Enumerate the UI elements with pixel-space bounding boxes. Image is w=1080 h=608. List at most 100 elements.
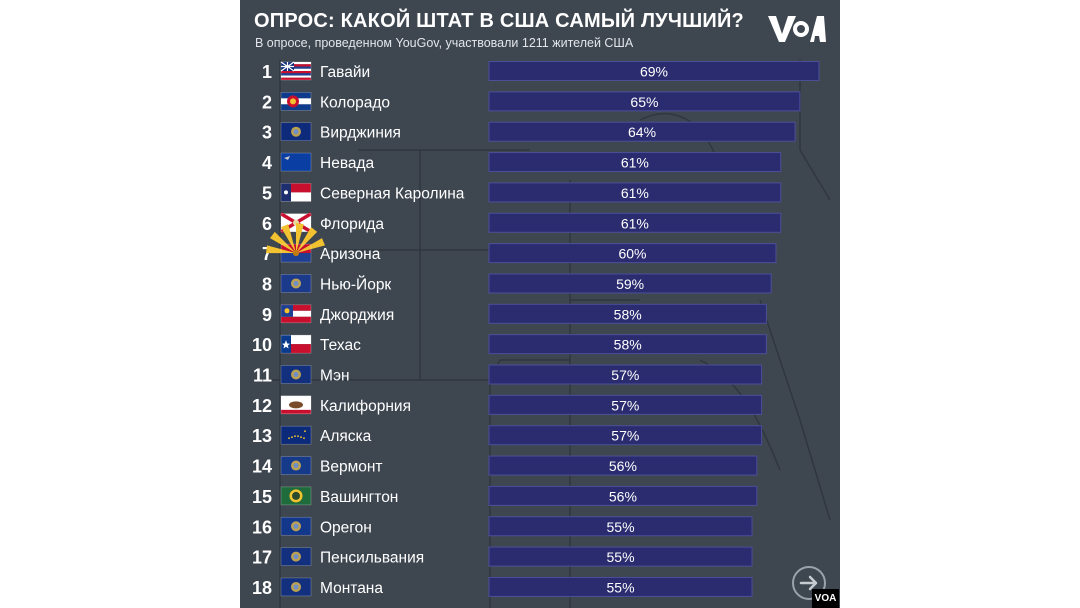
maine-flag <box>280 365 312 384</box>
bar <box>488 546 753 567</box>
chart-row: 15 Вашингтон 56% <box>252 485 758 507</box>
bar-value-label: 56% <box>609 488 637 504</box>
arrow-right-icon <box>799 575 818 591</box>
chart-row: 18 Монтана 55% <box>252 576 753 598</box>
bar <box>488 576 753 597</box>
bar <box>488 243 777 264</box>
chart-row: 11 Мэн 57% <box>253 364 763 386</box>
nevada-flag <box>280 152 312 172</box>
state-label: Колорадо <box>320 94 390 111</box>
bar <box>488 273 772 294</box>
bar <box>488 516 753 537</box>
bar <box>488 212 782 233</box>
state-label: Невада <box>320 155 375 172</box>
chart-row: 4 Невада 61% <box>262 152 782 173</box>
rank-number: 16 <box>252 517 272 537</box>
alaska-flag <box>280 425 312 445</box>
bar <box>488 121 796 142</box>
chart-row: 1 Гавайи 69% <box>262 61 820 82</box>
bar-value-label: 57% <box>611 397 639 413</box>
bar-value-label: 58% <box>614 337 642 353</box>
california-flag <box>280 395 312 415</box>
bar-value-label: 55% <box>607 579 635 595</box>
bar <box>488 455 758 476</box>
chart-row: 12 Калифорния 57% <box>252 394 763 416</box>
vermont-flag <box>280 456 312 475</box>
bar <box>488 334 767 355</box>
rank-number: 6 <box>262 214 272 234</box>
rank-number: 11 <box>253 366 272 386</box>
bar-value-label: 58% <box>614 306 642 322</box>
next-arrow-button[interactable] <box>792 566 826 600</box>
bar <box>488 364 763 385</box>
state-label: Вашингтон <box>320 489 398 506</box>
georgia-flag <box>280 304 312 324</box>
state-label: Аляска <box>320 428 372 445</box>
montana-flag <box>280 577 312 597</box>
rank-number: 15 <box>252 487 272 507</box>
rank-number: 13 <box>252 426 272 446</box>
state-label: Калифорния <box>320 398 411 415</box>
bar-value-label: 55% <box>607 549 635 565</box>
bar <box>488 394 763 415</box>
chart-subtitle: В опросе, проведенном YouGov, участвовал… <box>255 36 634 50</box>
chart-row: 9 Джорджия 58% <box>262 303 767 325</box>
bar <box>488 485 758 506</box>
bar <box>488 152 782 173</box>
state-label: Джорджия <box>320 307 394 324</box>
oregon-flag <box>280 516 312 536</box>
bar-value-label: 56% <box>609 458 637 474</box>
bar-value-label: 61% <box>621 185 649 201</box>
rank-number: 4 <box>262 153 272 173</box>
rank-number: 1 <box>262 62 272 82</box>
pennsylvania-flag <box>280 547 312 566</box>
chart-row: 7 Аризона 60% <box>262 223 777 264</box>
rank-number: 7 <box>262 244 272 264</box>
chart-row: 10 Техас 58% <box>252 334 767 355</box>
bar-chart: 1 Гавайи 69% 2 Колорадо 65% 3 Вирджиния 64% 4 Нева… <box>252 61 820 598</box>
state-label: Орегон <box>320 519 372 536</box>
chart-row: 13 Аляска 57% <box>252 425 763 446</box>
state-label: Вермонт <box>320 459 383 476</box>
hawaii-flag <box>280 61 312 81</box>
arizona-flag <box>266 223 325 263</box>
state-label: Нью-Йорк <box>320 275 391 293</box>
bar <box>488 182 782 203</box>
chart-row: 3 Вирджиния 64% <box>262 121 796 143</box>
infographic-panel: ОПРОС: КАКОЙ ШТАТ В США САМЫЙ ЛУЧШИЙ? В … <box>240 0 840 608</box>
chart-row: 16 Орегон 55% <box>252 516 753 537</box>
virginia-flag <box>280 122 312 141</box>
bar-value-label: 64% <box>628 124 656 140</box>
bar-value-label: 60% <box>618 246 646 262</box>
new-york-flag <box>280 274 312 293</box>
chart-title: ОПРОС: КАКОЙ ШТАТ В США САМЫЙ ЛУЧШИЙ? <box>254 10 744 32</box>
rank-number: 3 <box>262 123 272 143</box>
bar-value-label: 57% <box>611 367 639 383</box>
rank-number: 12 <box>252 396 272 416</box>
bar-value-label: 57% <box>611 428 639 444</box>
chart-row: 5 Северная Каролина 61% <box>262 182 782 203</box>
state-label: Техас <box>320 337 361 354</box>
state-label: Монтана <box>320 580 383 597</box>
state-label: Флорида <box>320 216 384 233</box>
state-label: Пенсильвания <box>320 550 424 567</box>
bar-value-label: 61% <box>621 215 649 231</box>
state-label: Аризона <box>320 246 381 263</box>
chart-row: 8 Нью-Йорк 59% <box>262 273 772 294</box>
washington-flag <box>280 486 312 506</box>
bar-value-label: 69% <box>640 64 668 80</box>
bar <box>488 91 801 112</box>
colorado-flag <box>280 92 312 111</box>
north-carolina-flag <box>280 183 312 202</box>
bar-value-label: 61% <box>621 155 649 171</box>
bar <box>488 425 763 446</box>
rank-number: 17 <box>252 548 272 568</box>
voa-logo <box>768 16 826 42</box>
rank-number: 8 <box>262 274 272 294</box>
bar-value-label: 65% <box>630 94 658 110</box>
rank-number: 2 <box>262 92 272 112</box>
bar <box>488 303 767 324</box>
chart-row: 17 Пенсильвания 55% <box>252 546 753 568</box>
rank-number: 5 <box>262 183 272 203</box>
chart-row: 14 Вермонт 56% <box>252 455 758 477</box>
